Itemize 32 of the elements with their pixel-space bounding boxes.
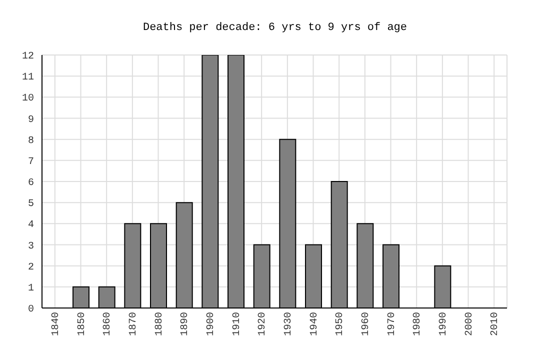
y-tick-label: 10	[22, 94, 34, 105]
y-tick-label: 0	[28, 304, 34, 316]
x-tick-label: 1900	[206, 312, 218, 336]
y-tick-label: 12	[22, 52, 34, 63]
y-tick-label: 7	[28, 156, 34, 168]
x-tick-label: 1890	[180, 312, 192, 336]
x-tick-label: 1860	[102, 312, 114, 336]
y-tick-label: 2	[28, 262, 34, 274]
x-tick-label: 1840	[51, 312, 62, 336]
chart-title: Deaths per decade: 6 yrs to 9 yrs of age	[142, 21, 408, 36]
x-tick-label: 1930	[284, 312, 295, 336]
x-tick-label: 1950	[335, 312, 346, 336]
y-tick-label: 11	[22, 72, 34, 84]
y-tick-label: 3	[28, 241, 34, 252]
x-tick-label: 2010	[490, 312, 502, 336]
x-tick-label: 1980	[412, 312, 424, 336]
x-tick-label: 1970	[386, 312, 398, 336]
y-tick-label: 9	[28, 114, 34, 126]
x-tick-label: 1870	[128, 312, 140, 336]
y-tick-label: 1	[28, 283, 34, 294]
x-tick-label: 2000	[464, 312, 476, 336]
y-tick-label: 8	[28, 136, 34, 147]
x-tick-label: 1960	[361, 312, 372, 336]
x-tick-label: 1920	[258, 312, 269, 336]
y-tick-label: 4	[28, 220, 34, 232]
x-tick-label: 1880	[154, 312, 166, 336]
y-tick-label: 5	[28, 199, 34, 210]
x-tick-label: 1940	[309, 312, 320, 336]
x-tick-label: 1850	[76, 312, 88, 336]
y-tick-label: 6	[28, 178, 34, 190]
x-tick-label: 1990	[438, 312, 450, 336]
x-tick-label: 1910	[232, 312, 243, 336]
